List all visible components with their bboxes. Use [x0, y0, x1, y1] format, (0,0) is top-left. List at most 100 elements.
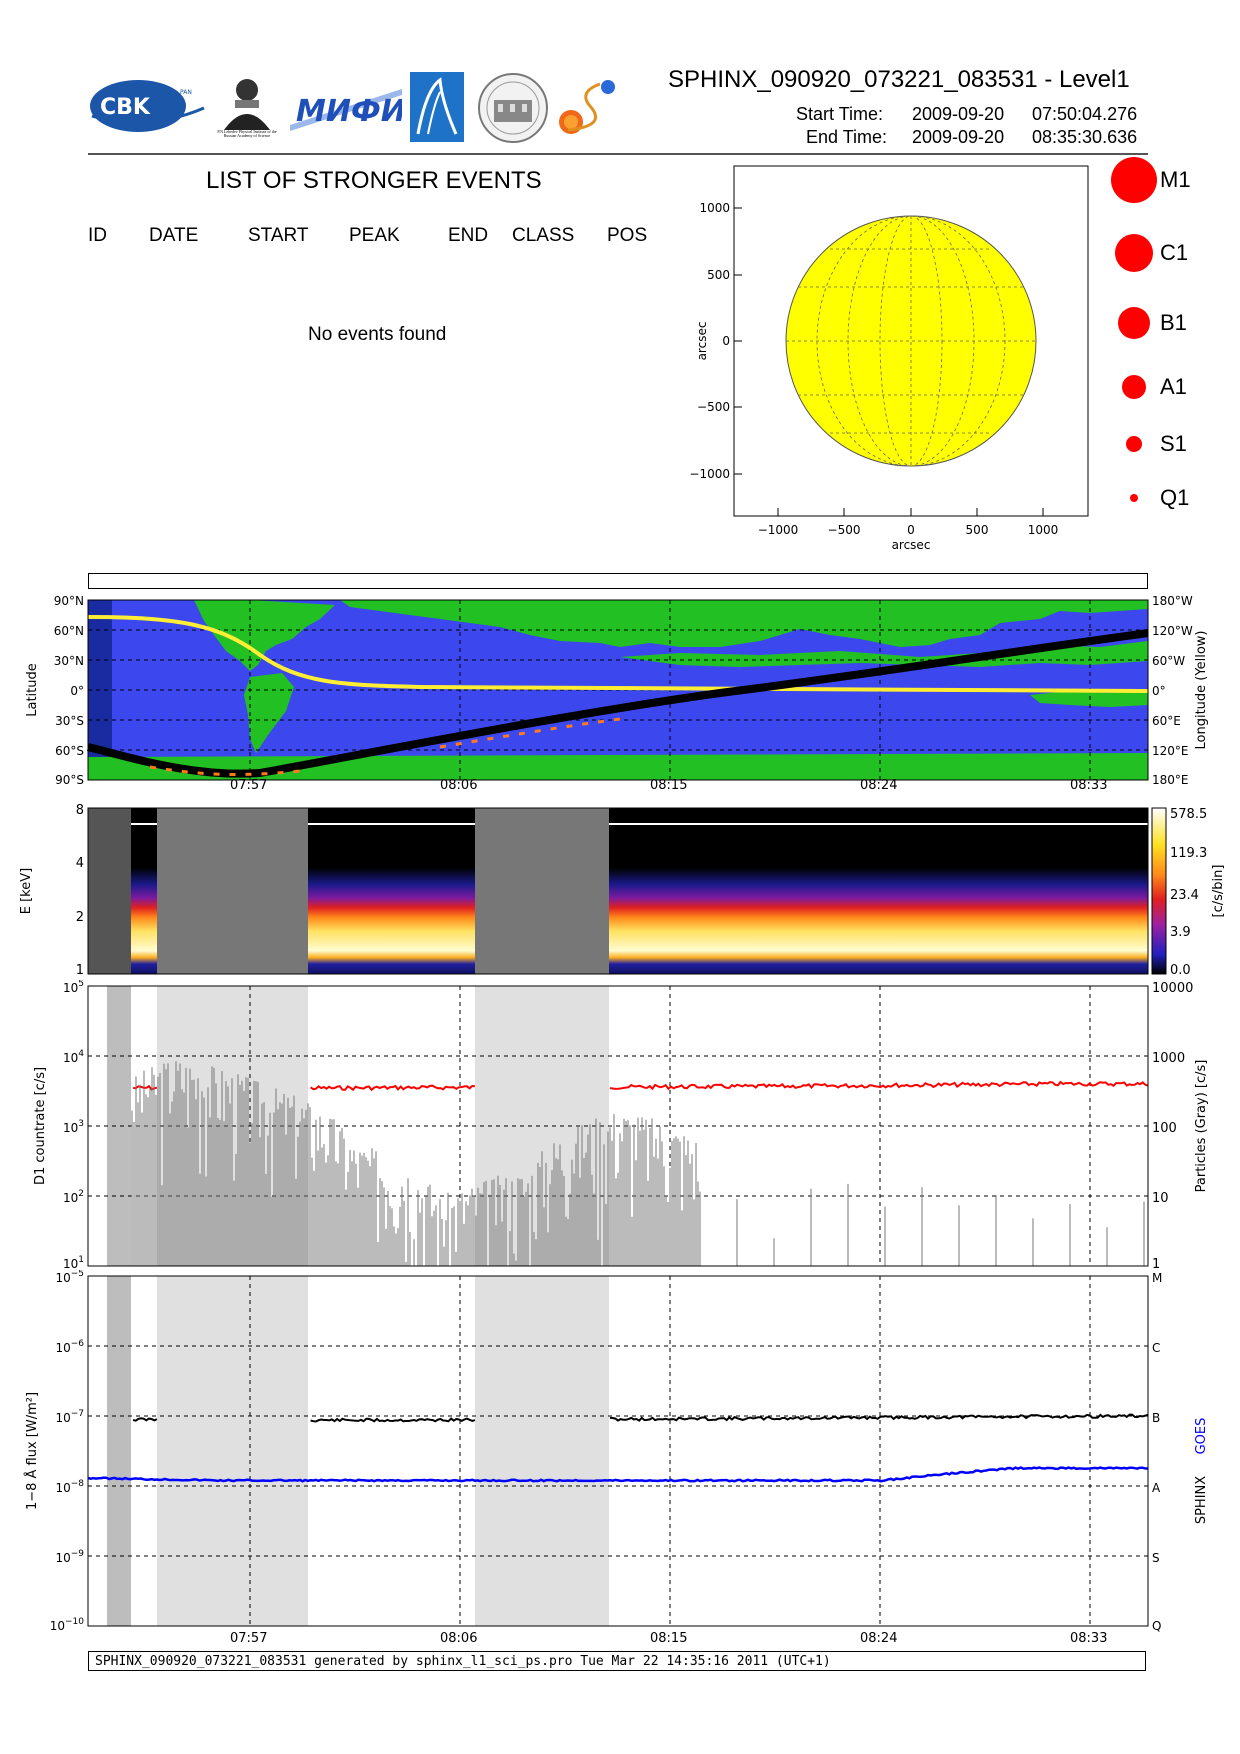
- no-data-band: [475, 808, 609, 974]
- sun-map-ticks: [734, 207, 1044, 516]
- longitude-line: [87, 615, 1149, 693]
- flux-time-tick: 08:33: [1070, 1631, 1108, 1646]
- legend-sphinx: SPHINX: [1194, 1476, 1209, 1524]
- sun-x-tick: −1000: [758, 523, 799, 537]
- sun-y-tick: 0: [722, 334, 730, 348]
- lebedev-portrait-logo: P.N.Lebedev Physical Institute of the Ru…: [217, 79, 277, 138]
- lat-tick: 90°N: [54, 595, 84, 608]
- col-end: END: [448, 225, 489, 246]
- colorbar-label: [c/s/bin]: [1211, 865, 1226, 918]
- sun-x-tick: −500: [828, 523, 861, 537]
- sun-x-tick: 0: [907, 523, 915, 537]
- sun-y-tick: 500: [707, 268, 730, 282]
- particles-y-label: Particles (Gray) [c/s]: [1194, 1060, 1209, 1193]
- no-events-message: No events found: [308, 324, 447, 345]
- class-tick: C: [1152, 1341, 1160, 1355]
- orbit-time-tick: 08:24: [860, 778, 898, 793]
- energy-tick: 4: [76, 856, 84, 871]
- lat-tick: 30°S: [55, 714, 84, 728]
- class-tick: A: [1152, 1481, 1161, 1495]
- energy-tick: 8: [76, 803, 84, 818]
- flux-time-tick: 08:06: [440, 1631, 478, 1646]
- shade-band: [107, 1276, 131, 1626]
- countrate-tick: 105: [63, 980, 84, 995]
- flux-tick: 10−8: [55, 1479, 84, 1495]
- events-title: LIST OF STRONGER EVENTS: [206, 167, 542, 194]
- footer-caption: SPHINX_090920_073221_083531 generated by…: [88, 1651, 1146, 1671]
- lat-tick: 90°S: [55, 773, 84, 787]
- orbit-time-axis: 07:57 08:06 08:15 08:24 08:33: [0, 778, 1240, 794]
- status-bar: [88, 573, 1148, 589]
- track-intensity: [149, 717, 621, 776]
- class-legend-label: C1: [1160, 240, 1189, 265]
- colorbar-tick: 578.5: [1170, 807, 1207, 822]
- class-legend-dot: [1118, 307, 1150, 339]
- lat-tick: 60°S: [55, 744, 84, 758]
- energy-tick: 2: [76, 910, 84, 925]
- colorbar: [1151, 807, 1167, 975]
- flux-time-axis: 07:57 08:06 08:15 08:24 08:33: [0, 1631, 1240, 1647]
- spacecraft-logo: [410, 72, 464, 142]
- sun-y-tick: 1000: [699, 201, 730, 215]
- class-legend-label: S1: [1160, 431, 1187, 456]
- lon-tick: 60°E: [1152, 714, 1181, 728]
- lon-tick: 180°W: [1152, 595, 1193, 608]
- cbk-logo: CBK PAN: [90, 80, 205, 132]
- energy-tick: 1: [76, 963, 84, 978]
- legend-goes: GOES: [1194, 1418, 1209, 1455]
- col-id: ID: [88, 225, 107, 246]
- orbit-time-tick: 07:57: [230, 778, 268, 793]
- flux-tick: 10−6: [55, 1339, 84, 1355]
- flux-time-tick: 08:24: [860, 1631, 898, 1646]
- lon-tick: 0°: [1152, 684, 1166, 698]
- countrate-series-line: [132, 1080, 1149, 1092]
- end-time: 08:35:30.636: [1032, 127, 1138, 147]
- countrate-tick: 102: [63, 1189, 84, 1205]
- particles-tick: 10000: [1152, 981, 1193, 996]
- sun-y-tick: −1000: [690, 467, 730, 481]
- class-legend-label: M1: [1160, 167, 1191, 192]
- shade-band: [475, 1276, 609, 1626]
- mifi-logo-text: МИФИ: [296, 94, 402, 129]
- particles-tick: 100: [1152, 1121, 1177, 1136]
- lon-tick: 120°E: [1152, 744, 1189, 758]
- flux-tick: 10−9: [55, 1549, 84, 1565]
- end-time-label: End Time:: [806, 127, 888, 147]
- start-time: 07:50:04.276: [1032, 104, 1138, 124]
- lon-tick: 60°W: [1152, 654, 1185, 668]
- countrate-tick: 101: [63, 1255, 84, 1270]
- sphinx-flux-line: [132, 1413, 1149, 1423]
- sun-swirl-logo: [559, 80, 615, 134]
- cbk-logo-sub: PAN: [180, 89, 192, 96]
- sun-y-label: arcsec: [695, 322, 709, 361]
- sun-x-label: arcsec: [892, 538, 931, 552]
- colorbar-tick: 0.0: [1170, 963, 1191, 978]
- flux-tick: 10−7: [55, 1409, 84, 1425]
- flux-tick: 10−5: [55, 1270, 84, 1285]
- orbit-time-tick: 08:15: [650, 778, 688, 793]
- class-legend-label: A1: [1160, 374, 1187, 399]
- lat-tick: 30°N: [54, 654, 84, 668]
- file-title: SPHINX_090920_073221_083531 - Level1: [668, 66, 1130, 93]
- lat-tick: 60°N: [54, 624, 84, 638]
- flux-y-label: 1−8 Å flux [W/m²]: [24, 1392, 40, 1510]
- flux-time-tick: 07:57: [230, 1631, 268, 1646]
- col-class: CLASS: [512, 225, 575, 246]
- particles-tick: 1: [1152, 1257, 1160, 1270]
- lon-tick: 180°E: [1152, 773, 1189, 787]
- shade-band: [107, 986, 131, 1266]
- sun-grid: [786, 215, 1036, 467]
- goes-flux-line: [87, 1466, 1148, 1483]
- colorbar-tick: 23.4: [1170, 888, 1199, 903]
- class-legend-label: Q1: [1160, 485, 1190, 510]
- no-data-band: [88, 808, 131, 974]
- cbk-logo-text: CBK: [100, 95, 151, 120]
- satellite-track: [87, 629, 1149, 778]
- class-legend-dot: [1130, 494, 1138, 502]
- class-tick: S: [1152, 1551, 1160, 1565]
- countrate-panel: 105 104 103 102 101 10000 1000 100 10 1 …: [33, 980, 1209, 1270]
- lon-tick: 120°W: [1152, 624, 1193, 638]
- class-legend-dot: [1115, 234, 1153, 272]
- orbit-time-tick: 08:06: [440, 778, 478, 793]
- no-data-band: [157, 808, 308, 974]
